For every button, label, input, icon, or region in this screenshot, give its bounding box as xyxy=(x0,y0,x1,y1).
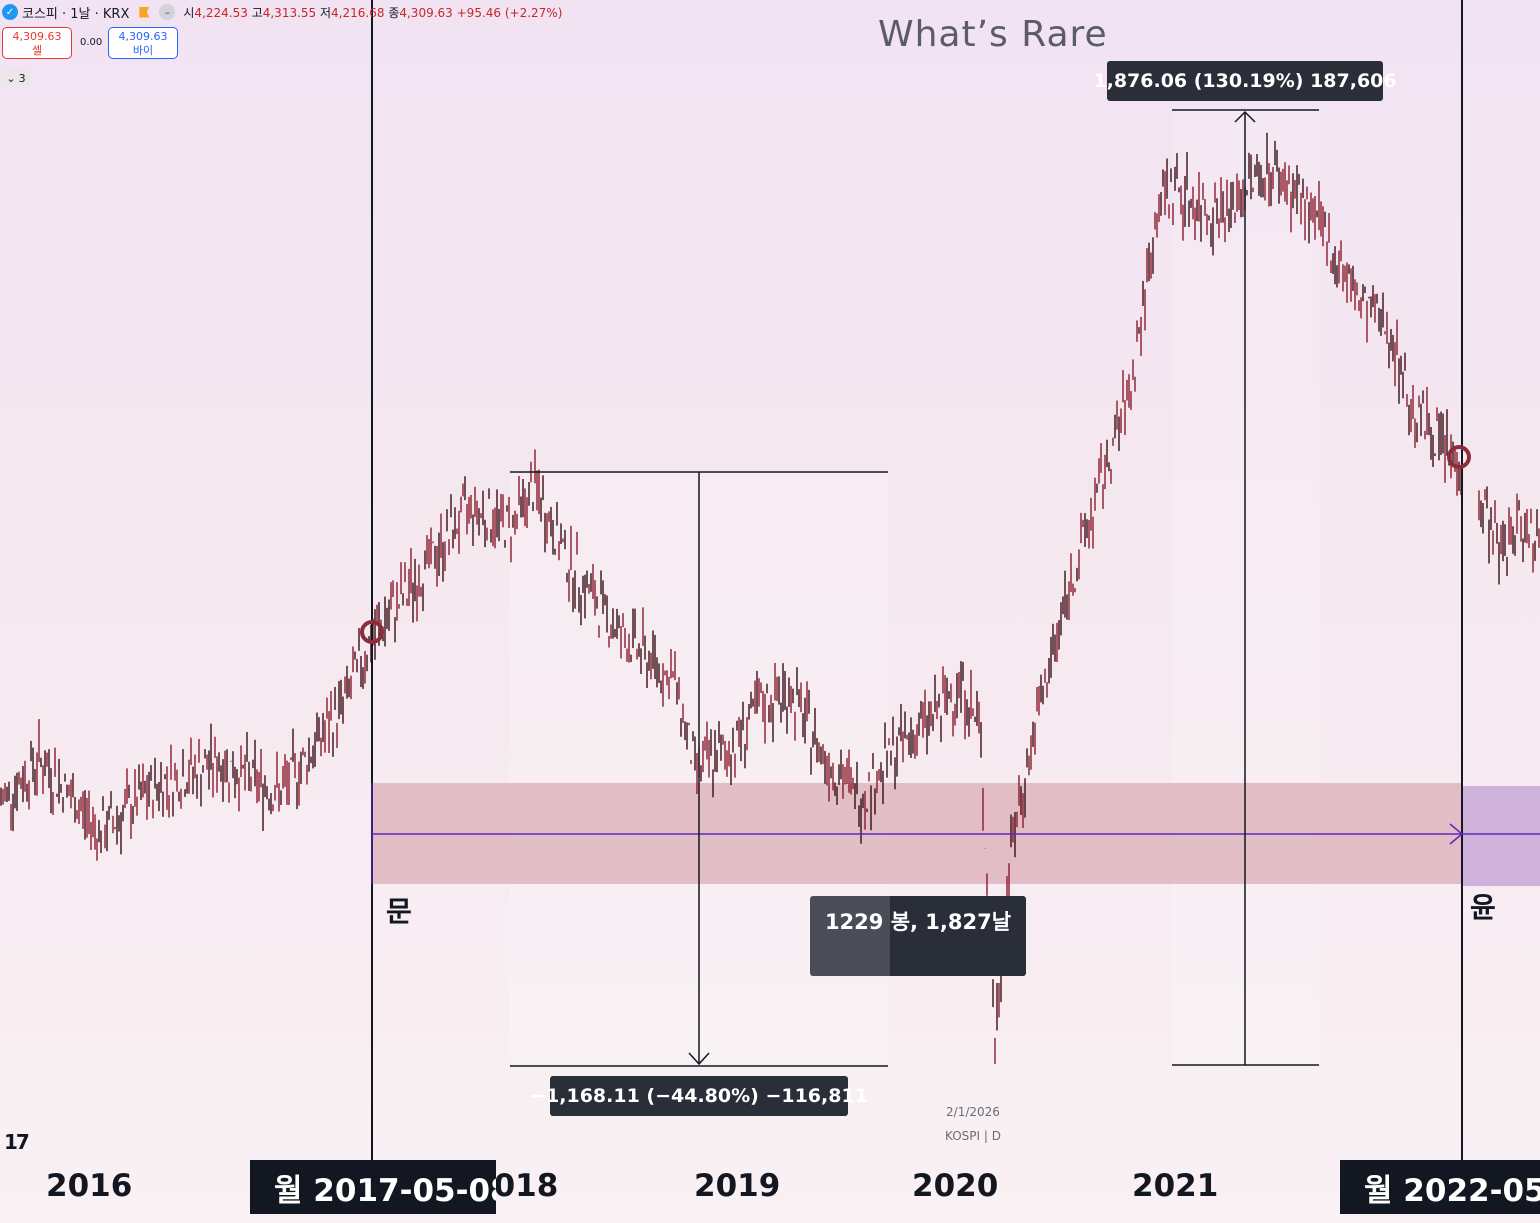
date-flag-right: 월 2022-05-0 xyxy=(1340,1160,1540,1214)
marker-circle-icon xyxy=(1447,445,1471,469)
price-change: +95.46 (+2.27%) xyxy=(456,5,563,20)
symbol-title[interactable]: 코스피 · 1날 · KRX xyxy=(22,6,130,22)
measure-label-top: 1,876.06 (130.19%) 187,606 xyxy=(1093,61,1397,101)
marker-circle-icon xyxy=(360,620,384,644)
year-label: 2021 xyxy=(1132,1168,1219,1204)
indicators-toggle[interactable]: ⌄ 3 xyxy=(2,69,30,87)
footer-date: 2/1/2026 xyxy=(946,1105,1000,1119)
range-label: 1229 봉, 1,827날 xyxy=(810,896,1026,976)
year-label: 2016 xyxy=(46,1168,133,1204)
flag-icon[interactable] xyxy=(139,6,150,18)
marker-label-left: 문 xyxy=(386,895,412,928)
year-label: 2020 xyxy=(912,1168,999,1204)
watermark: What’s Rare xyxy=(878,14,1108,55)
support-zone-extension xyxy=(1462,786,1540,886)
tradingview-logo[interactable]: 17 xyxy=(4,1130,30,1154)
hide-icon[interactable]: – xyxy=(159,4,176,20)
year-label: 2019 xyxy=(694,1168,781,1204)
kospi-logo-icon[interactable]: ✓ xyxy=(2,4,18,20)
buy-button[interactable]: 4,309.63 바이 xyxy=(108,27,178,59)
date-flag-left: 월 2017-05-08 xyxy=(250,1160,496,1214)
arrow-down-icon xyxy=(688,1052,710,1066)
ohlc-values: 시4,224.53 고4,313.55 저4,216.68 종4,309.63 … xyxy=(183,5,563,20)
arrow-up-icon xyxy=(1234,110,1256,123)
chart-header: ✓ 코스피 · 1날 · KRX – 시4,224.53 고4,313.55 저… xyxy=(0,0,562,24)
marker-label-right: 윤 xyxy=(1470,891,1496,924)
footer-symbol: KOSPI | D xyxy=(945,1129,1001,1143)
measure-label-bottom: −1,168.11 (−44.80%) −116,811 xyxy=(530,1076,868,1116)
arrow-head-icon xyxy=(1449,823,1464,845)
sell-button[interactable]: 4,309.63 셀 xyxy=(2,27,72,59)
chevron-down-icon: ⌄ xyxy=(6,71,16,85)
spread-value: 0.00 xyxy=(80,37,103,48)
